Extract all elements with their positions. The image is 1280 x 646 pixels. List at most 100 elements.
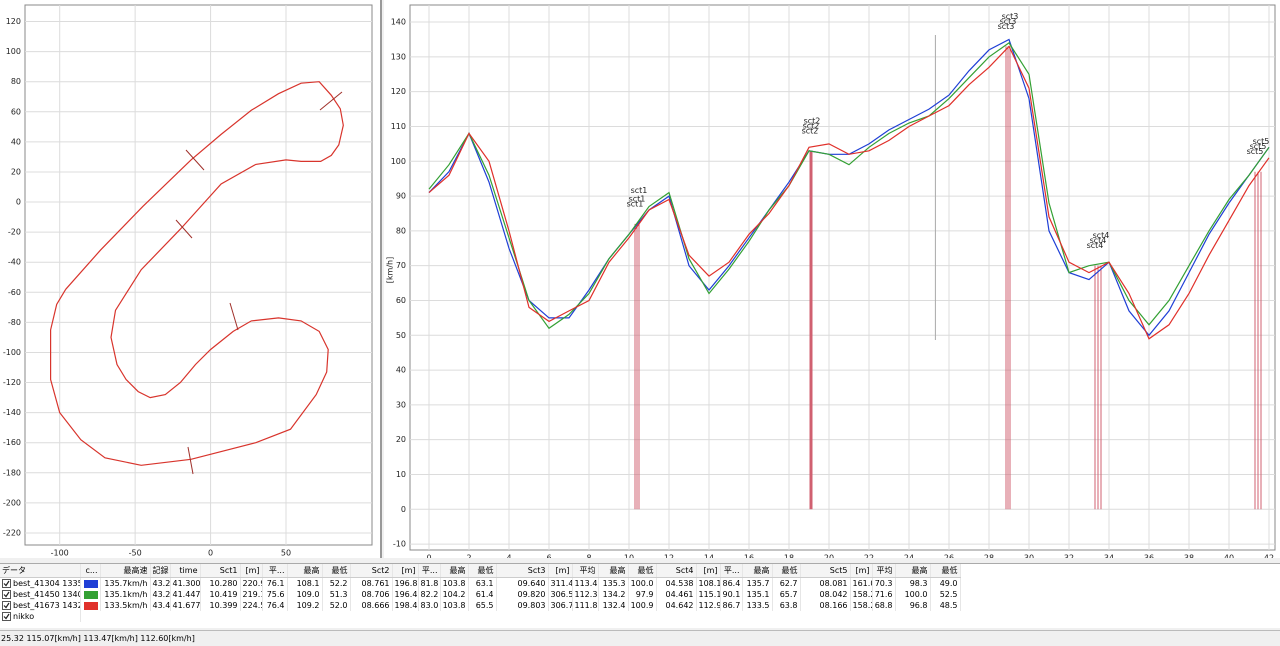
sector-label: sct5 — [1247, 147, 1264, 156]
table-cell: 100.9 — [628, 600, 657, 611]
sector-tick — [185, 149, 205, 171]
data-line — [50, 81, 344, 466]
checkbox[interactable] — [2, 601, 11, 610]
column-header: [m] — [850, 564, 873, 578]
row-name: nikko — [13, 612, 35, 621]
table-cell: 100.0 — [628, 577, 657, 589]
y-tick-label: 140 — [391, 18, 406, 27]
table-cell: 97.9 — [628, 589, 657, 600]
checkbox[interactable] — [2, 590, 11, 599]
y-tick-label: 80 — [396, 226, 406, 235]
table-cell: 41.300 — [170, 577, 201, 589]
x-tick-label: 16 — [744, 554, 754, 559]
column-header: 最低 — [772, 564, 801, 578]
color-swatch — [83, 601, 98, 610]
table-cell: 04.461 — [656, 589, 697, 600]
table-row[interactable]: best_41450 134031 135.1km/h43.2秒41.44710.… — [0, 589, 961, 600]
sector-label: sct4 — [1087, 241, 1104, 250]
sector-tick — [319, 91, 343, 111]
table-cell: 133.5km/h — [100, 600, 151, 611]
table-cell: 135.1 — [742, 589, 773, 600]
y-tick-label: -60 — [8, 288, 21, 297]
sector-label: sct4 — [1090, 236, 1107, 245]
table-cell: 49.0 — [930, 577, 961, 589]
x-tick-label: 42 — [1264, 554, 1274, 559]
column-header: Sct1 — [200, 564, 241, 578]
table-cell: 135.7 — [742, 577, 773, 589]
table-cell: 113.4 — [572, 577, 599, 589]
table-row[interactable]: nikko — [0, 611, 960, 622]
table-cell: 83.0 — [418, 600, 441, 611]
x-tick-label: 14 — [704, 554, 714, 559]
y-tick-label: -140 — [3, 408, 21, 417]
table-cell: 10.399 — [200, 600, 241, 611]
y-tick-label: 50 — [396, 331, 406, 340]
sector-label: sct4 — [1093, 231, 1110, 240]
lap-table: データ c... 最高速 記録 time Sct1 [m] 平... 最高 最低 Sct2 [m] 平.… — [0, 564, 961, 622]
x-tick-label: 22 — [864, 554, 874, 559]
column-header: [m] — [696, 564, 721, 578]
checkbox[interactable] — [2, 579, 11, 588]
x-tick-label: 10 — [624, 554, 634, 559]
table-cell: 108.1 — [696, 577, 721, 589]
table-cell: 306.7 — [548, 600, 573, 611]
table-cell: 41.677 — [170, 600, 201, 611]
table-cell: 62.7 — [772, 577, 801, 589]
x-tick-label: 40 — [1224, 554, 1234, 559]
table-row[interactable]: best_41673 143218 133.5km/h43.4秒41.67710.… — [0, 600, 961, 611]
track-map: 120 100 80 60 40 20 0 -20 -40 -60 -80 -100 -120 -140 -… — [0, 0, 382, 558]
table-cell: 63.8 — [772, 600, 801, 611]
y-tick-label: 100 — [6, 47, 21, 56]
table-cell: 109.2 — [287, 600, 323, 611]
table-cell: 224.5 — [240, 600, 263, 611]
sector-tick — [229, 302, 239, 331]
x-tick-label: -50 — [129, 549, 142, 558]
y-tick-label: -10 — [393, 540, 406, 549]
row-name-cell: best_41450 134031 — [0, 589, 81, 600]
table-cell: 65.5 — [468, 600, 497, 611]
table-cell: 134.2 — [598, 589, 629, 600]
x-tick-label: 28 — [984, 554, 994, 559]
color-cell — [80, 577, 101, 589]
checkbox[interactable] — [2, 612, 11, 621]
sector-label: sct1 — [631, 186, 648, 195]
x-tick-label: 12 — [664, 554, 674, 559]
y-tick-label: 80 — [11, 77, 21, 86]
table-cell: 65.7 — [772, 589, 801, 600]
table-cell: 09.640 — [496, 577, 549, 589]
y-tick-label: 120 — [6, 17, 21, 26]
table-cell: 158.2 — [850, 589, 873, 600]
y-tick-label: 30 — [396, 400, 406, 409]
table-cell: 76.1 — [262, 577, 288, 589]
table-cell: 51.3 — [322, 589, 351, 600]
table-cell: 133.5 — [742, 600, 773, 611]
x-tick-label: 2 — [466, 554, 471, 559]
table-cell: 98.3 — [895, 577, 931, 589]
x-tick-label: 26 — [944, 554, 954, 559]
y-tick-label: 100 — [391, 157, 406, 166]
column-header: 最低 — [322, 564, 351, 578]
color-cell — [80, 600, 101, 611]
column-header: time — [170, 564, 201, 578]
y-tick-label: 20 — [396, 435, 406, 444]
y-tick-label: 60 — [11, 107, 21, 116]
sector-ticks — [175, 91, 343, 475]
y-tick-label: 70 — [396, 261, 406, 270]
table-row[interactable]: best_41304 133560 135.7km/h43.2秒41.30010.… — [0, 577, 961, 589]
table-cell: 10.280 — [200, 577, 241, 589]
x-tick-label: 24 — [904, 554, 914, 559]
header-row: データ c... 最高速 記録 time Sct1 [m] 平... 最高 最低 Sct2 [m] 平.… — [0, 564, 961, 578]
x-tick-label: 4 — [506, 554, 511, 559]
table-cell: 08.706 — [350, 589, 393, 600]
table-cell: 86.7 — [720, 600, 743, 611]
y-tick-label: 110 — [391, 122, 406, 131]
column-header: 平均 — [572, 564, 599, 578]
table-cell: 135.3 — [598, 577, 629, 589]
table-cell: 71.6 — [872, 589, 896, 600]
x-tick-label: 18 — [784, 554, 794, 559]
table-cell: 08.042 — [800, 589, 851, 600]
column-header: [m] — [548, 564, 573, 578]
table-cell: 63.1 — [468, 577, 497, 589]
x-tick-label: 8 — [586, 554, 591, 559]
